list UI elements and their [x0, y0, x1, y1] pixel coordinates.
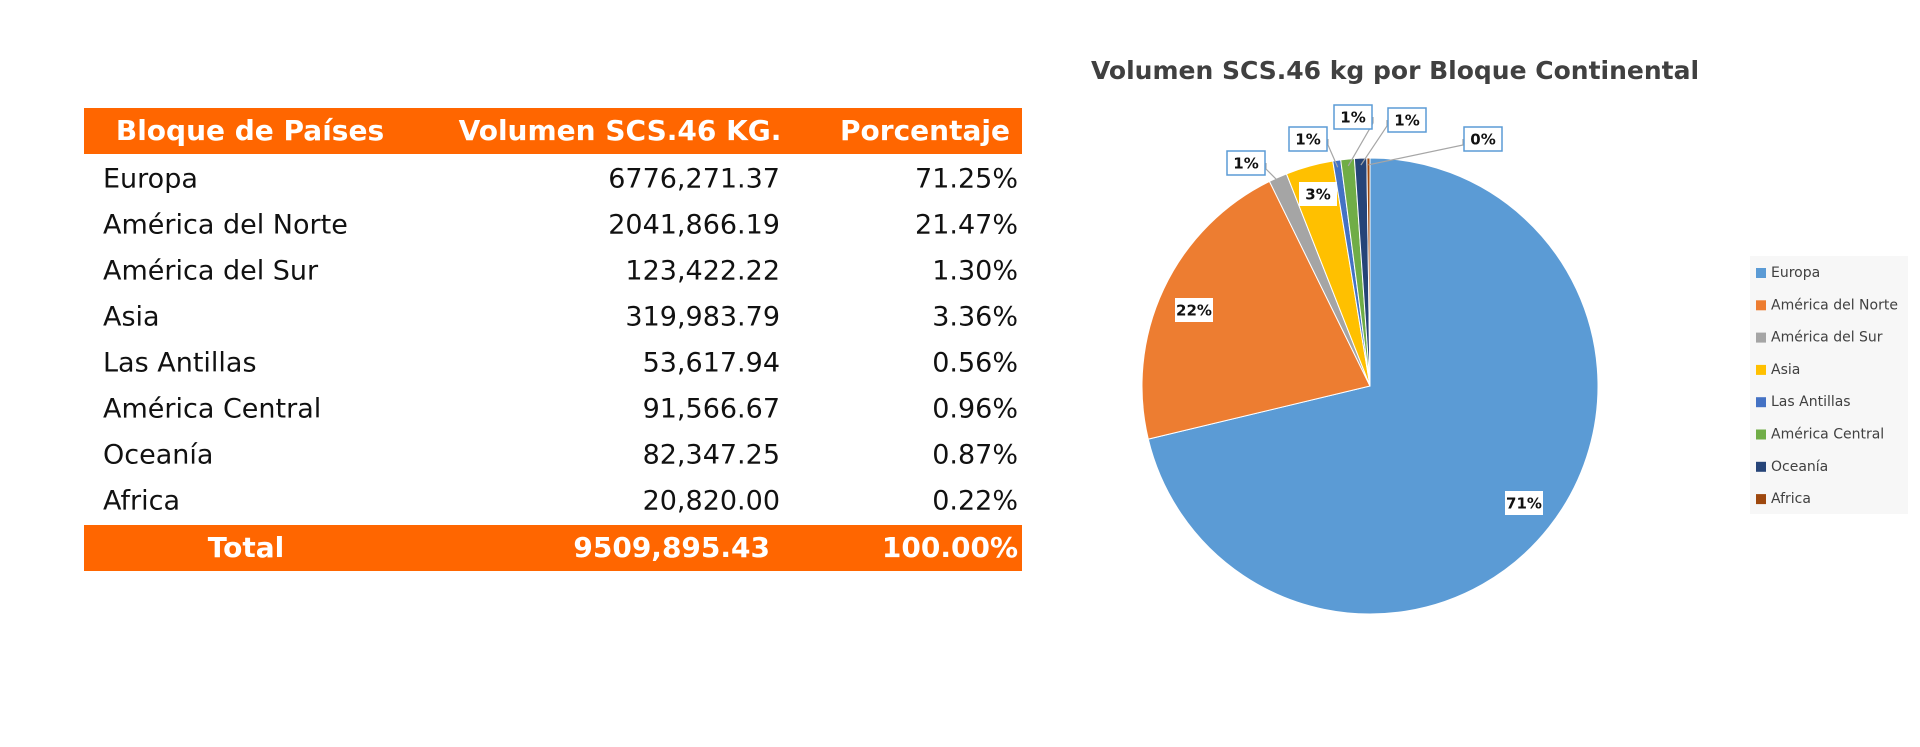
table-cell: 71.25%: [915, 164, 1018, 195]
data-label-box: [1175, 298, 1213, 322]
legend-label: América del Sur: [1771, 330, 1883, 346]
table-cell: 1.30%: [932, 256, 1018, 287]
pie-slice: [1141, 180, 1371, 440]
table-cell: 319,983.79: [625, 302, 780, 333]
legend-label: Asia: [1771, 362, 1800, 378]
table-cell: Europa: [103, 164, 198, 195]
legend-label: Las Antillas: [1771, 394, 1851, 410]
pie-slice: [1147, 157, 1599, 615]
table-header-cell: Bloque de Países: [116, 114, 384, 147]
data-label-box: [1463, 126, 1503, 152]
table-cell: América del Sur: [103, 256, 319, 287]
table-cell: 21.47%: [915, 210, 1018, 241]
data-label: 1%: [1340, 109, 1365, 127]
legend-swatch: [1756, 429, 1766, 440]
table-cell: 2041,866.19: [608, 210, 780, 241]
leader-line: [1347, 117, 1374, 167]
data-label: 22%: [1176, 302, 1212, 320]
data-label-box: [1299, 182, 1337, 206]
legend-swatch: [1756, 397, 1766, 408]
table-cell: Africa: [103, 486, 180, 517]
data-label-box: [1226, 150, 1266, 176]
legend-swatch: [1756, 300, 1766, 311]
legend-label: Europa: [1771, 265, 1820, 281]
table-cell: 20,820.00: [643, 486, 780, 517]
data-label-box: [1387, 107, 1427, 133]
table-cell: Las Antillas: [103, 348, 257, 379]
table-cell: Asia: [103, 302, 160, 333]
table-cell: 53,617.94: [643, 348, 780, 379]
leader-line: [1368, 139, 1464, 166]
table-header-cell: Porcentaje: [840, 114, 1010, 147]
table-cell: 123,422.22: [625, 256, 780, 287]
leader-line: [1265, 163, 1282, 185]
table-cell: 0.22%: [932, 486, 1018, 517]
table-cell: 3.36%: [932, 302, 1018, 333]
legend-label: Africa: [1771, 491, 1811, 507]
table-header-bg: [84, 108, 1022, 154]
table-total-cell: Total: [208, 531, 285, 564]
data-label: 71%: [1506, 495, 1542, 513]
leader-line: [1360, 120, 1388, 166]
table-cell: 91,566.67: [643, 394, 780, 425]
table-total-bg: [84, 525, 1022, 571]
table-header-cell: Volumen SCS.46 KG.: [459, 114, 782, 147]
legend-swatch: [1756, 268, 1766, 278]
legend-label: Oceanía: [1771, 459, 1828, 475]
data-label-box: [1505, 491, 1543, 515]
table-cell: 0.87%: [932, 440, 1018, 471]
data-label-box: [1333, 104, 1373, 130]
chart-title: Volumen SCS.46 kg por Bloque Continental: [1091, 56, 1699, 85]
legend-swatch: [1756, 364, 1766, 375]
leader-line: [1327, 139, 1339, 168]
data-label: 0%: [1470, 131, 1495, 149]
legend-label: América Central: [1771, 427, 1884, 443]
table-cell: América Central: [103, 394, 321, 425]
data-label-box: [1288, 126, 1328, 152]
data-label: 1%: [1295, 131, 1320, 149]
table-total-cell: 100.00%: [882, 531, 1018, 564]
table-cell: 82,347.25: [643, 440, 780, 471]
table-total-cell: 9509,895.43: [573, 531, 770, 564]
table-cell: Oceanía: [103, 440, 213, 471]
legend-swatch: [1756, 494, 1766, 505]
pie-slice: [1366, 157, 1371, 387]
legend-label: América del Norte: [1771, 297, 1898, 313]
table-cell: América del Norte: [103, 210, 348, 241]
table-cell: 0.56%: [932, 348, 1018, 379]
data-label: 1%: [1233, 155, 1258, 173]
table-cell: 0.96%: [932, 394, 1018, 425]
data-label: 3%: [1305, 186, 1330, 204]
legend-swatch: [1756, 332, 1766, 343]
table-cell: 6776,271.37: [608, 164, 780, 195]
legend-bg: [1750, 256, 1908, 514]
legend-swatch: [1756, 461, 1766, 472]
data-label: 1%: [1394, 112, 1419, 130]
